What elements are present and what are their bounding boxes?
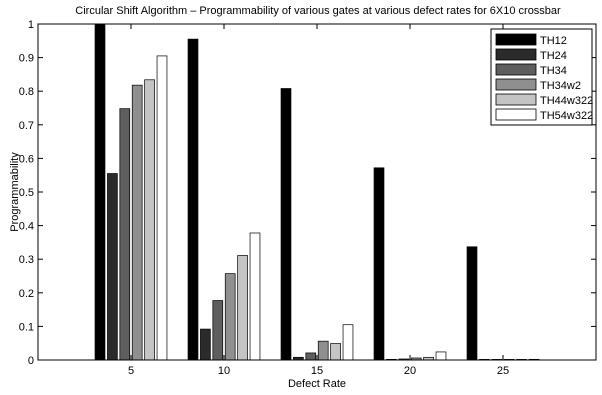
legend-swatch-th12	[495, 33, 537, 46]
y-tick-label: 0.8	[19, 86, 34, 98]
x-tick-label: 20	[404, 365, 416, 377]
bar-th34-5	[119, 108, 131, 361]
legend-label-th12: TH12	[540, 35, 567, 47]
x-axis-title: Defect Rate	[288, 378, 346, 390]
legend-label-th24: TH24	[540, 50, 567, 62]
y-tick-label: 0.1	[19, 321, 34, 333]
x-tick-label: 10	[218, 365, 230, 377]
bar-th54w322-15	[342, 324, 354, 361]
bar-th12-5	[94, 23, 106, 361]
y-tick-label: 0	[28, 355, 34, 367]
y-tick-label: 0.3	[19, 254, 34, 266]
bar-th24-10	[200, 328, 211, 361]
bar-th12-15	[280, 88, 292, 361]
y-tick-label: 0.4	[19, 221, 34, 233]
legend-swatch-th24	[495, 48, 537, 61]
legend-label-th54w322: TH54w322	[540, 110, 593, 122]
bar-th12-10	[187, 38, 199, 361]
bar-th12-20	[373, 167, 385, 361]
legend-label-th34w2: TH34w2	[540, 80, 581, 92]
y-tick-label: 0.7	[19, 120, 34, 132]
y-tick-label: 0.9	[19, 53, 34, 65]
bar-th34w2-15	[317, 340, 329, 361]
bar-th44w322-15	[330, 343, 341, 361]
bar-th34w2-5	[131, 84, 143, 361]
y-tick-label: 0.6	[19, 153, 34, 165]
legend-swatch-th34w2	[495, 78, 537, 91]
y-tick-label: 0.2	[19, 288, 34, 300]
bar-th24-5	[107, 173, 118, 361]
bar-th34-10	[212, 300, 224, 361]
legend-swatch-th44w322	[495, 93, 537, 106]
x-tick-label: 5	[128, 365, 134, 377]
bar-th54w322-20	[435, 351, 447, 361]
legend: TH12 TH24 TH34 TH34w2 TH44w322 TH54w322	[490, 28, 593, 126]
axes-group: 00.10.20.30.40.50.60.70.80.915 10 15 20 25	[19, 19, 597, 377]
y-axis-title: Programmability	[9, 152, 21, 232]
bar-th34-15	[305, 352, 317, 361]
legend-swatch-th34	[495, 63, 537, 76]
y-tick-label: 1	[28, 19, 34, 31]
bar-th54w322-10	[249, 232, 261, 361]
chart-title: Circular Shift Algorithm – Programmabili…	[75, 5, 561, 17]
bar-th44w322-5	[144, 79, 155, 361]
bar-th34w2-10	[224, 273, 236, 361]
bar-th54w322-5	[156, 55, 168, 361]
legend-label-th34: TH34	[540, 65, 567, 77]
bar-th12-25	[466, 246, 478, 361]
x-tick-label: 15	[311, 365, 323, 377]
legend-label-th44w322: TH44w322	[540, 95, 593, 107]
bar-th44w322-10	[237, 255, 248, 361]
legend-swatch-th54w322	[495, 108, 537, 121]
y-tick-label: 0.5	[19, 187, 34, 199]
x-tick-label: 25	[497, 365, 509, 377]
